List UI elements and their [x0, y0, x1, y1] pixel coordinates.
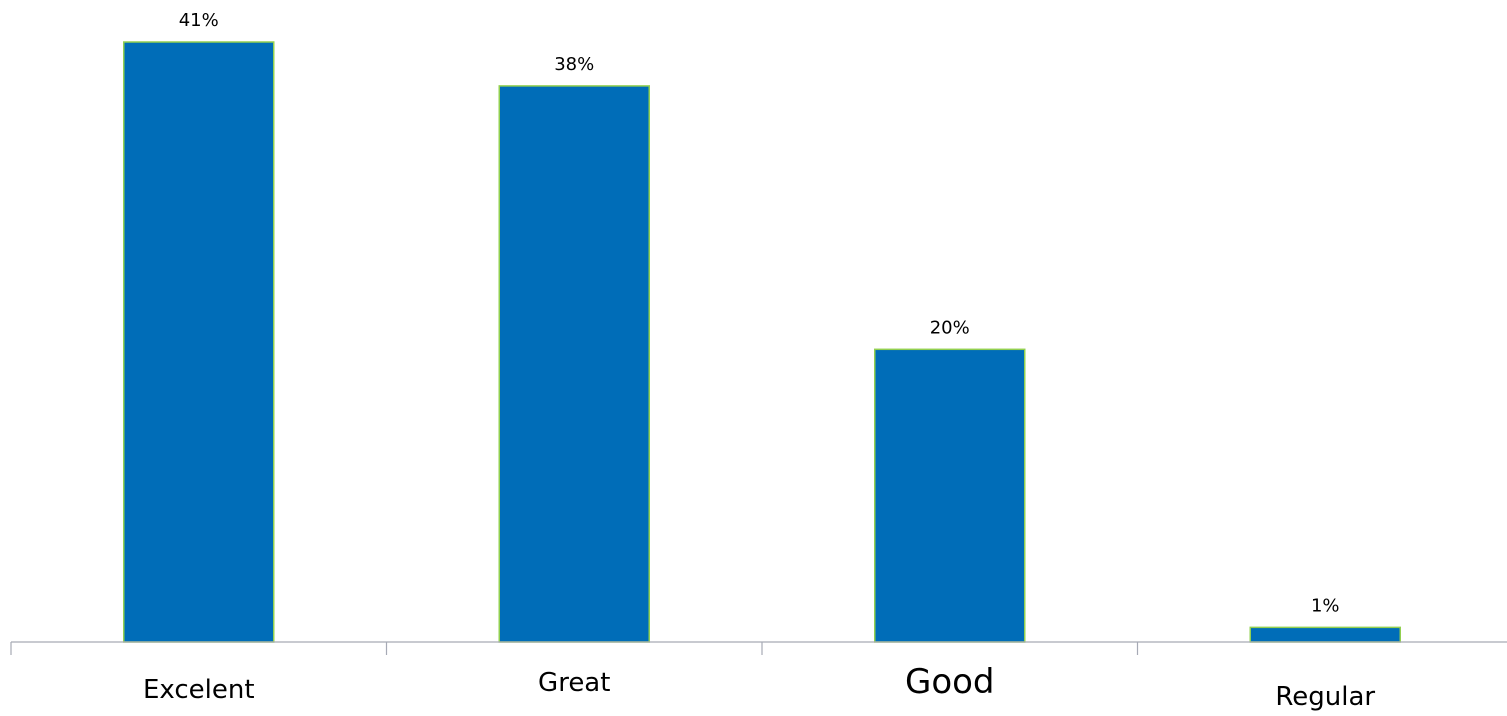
bar-excelent — [123, 41, 275, 643]
data-label-regular: 1% — [1311, 595, 1340, 616]
data-label-great: 38% — [554, 54, 594, 75]
category-label-excelent: Excelent — [143, 675, 255, 705]
data-label-good: 20% — [930, 317, 970, 338]
bar-good — [874, 348, 1026, 643]
category-label-great: Great — [538, 668, 610, 698]
data-label-excelent: 41% — [179, 10, 219, 31]
bar-regular — [1249, 626, 1401, 643]
bars-layer — [123, 41, 1401, 643]
x-axis — [10, 641, 1507, 655]
labels-layer: 41% 38% 20% 1% Excelent Great Good Regular — [143, 10, 1375, 712]
category-label-regular: Regular — [1275, 682, 1375, 712]
category-label-good: Good — [905, 662, 995, 702]
bar-great — [498, 85, 650, 643]
